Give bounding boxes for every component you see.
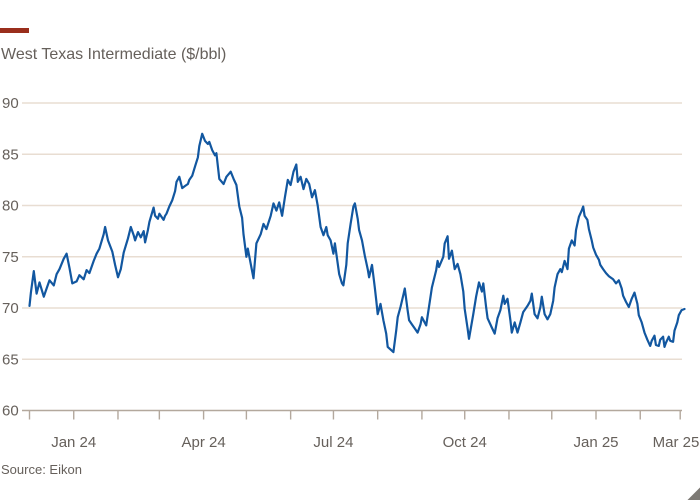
y-tick-label: 80 xyxy=(2,198,19,215)
y-tick-label: 60 xyxy=(2,403,19,420)
y-tick-label: 90 xyxy=(2,95,19,112)
series-line-WTI xyxy=(28,132,686,354)
x-tick-label: Mar 25 xyxy=(653,434,700,451)
x-tick-label: Jan 25 xyxy=(573,434,618,451)
y-tick-label: 70 xyxy=(2,300,19,317)
x-tick-label: Apr 24 xyxy=(181,434,225,451)
source-label: Source: Eikon xyxy=(1,462,82,477)
brand-bar xyxy=(0,28,29,33)
x-tick-label: Jan 24 xyxy=(51,434,96,451)
corner-wedge-icon xyxy=(687,487,700,500)
y-tick-label: 75 xyxy=(2,249,19,266)
y-tick-label: 85 xyxy=(2,146,19,163)
chart-title: West Texas Intermediate ($/bbl) xyxy=(1,46,227,63)
x-tick-label: Oct 24 xyxy=(443,434,487,451)
y-tick-label: 65 xyxy=(2,351,19,368)
x-tick-label: Jul 24 xyxy=(313,434,353,451)
